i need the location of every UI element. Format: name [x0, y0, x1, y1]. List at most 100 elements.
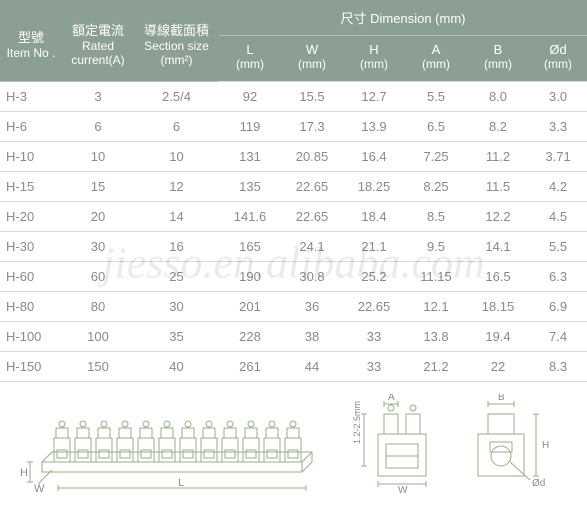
cell-d: 8.3	[529, 352, 587, 382]
cell-item: H-6	[0, 112, 62, 142]
hdr-L: L(mm)	[219, 36, 281, 82]
cell-L: 131	[219, 142, 281, 172]
cell-section: 10	[134, 142, 219, 172]
cell-H: 16.4	[343, 142, 405, 172]
cell-A: 5.5	[405, 82, 467, 112]
hdr-H: H(mm)	[343, 36, 405, 82]
cell-item: H-15	[0, 172, 62, 202]
cell-L: 165	[219, 232, 281, 262]
cell-L: 135	[219, 172, 281, 202]
cell-H: 18.25	[343, 172, 405, 202]
cell-B: 18.15	[467, 292, 529, 322]
cell-section: 2.5/4	[134, 82, 219, 112]
cell-W: 38	[281, 322, 343, 352]
cell-section: 30	[134, 292, 219, 322]
cell-section: 40	[134, 352, 219, 382]
cell-H: 33	[343, 352, 405, 382]
cell-item: H-60	[0, 262, 62, 292]
cell-L: 141.6	[219, 202, 281, 232]
cell-A: 8.25	[405, 172, 467, 202]
cell-H: 33	[343, 322, 405, 352]
cell-B: 14.1	[467, 232, 529, 262]
cell-section: 16	[134, 232, 219, 262]
table-row: H-202014141.622.6518.48.512.24.5	[0, 202, 587, 232]
cell-section: 12	[134, 172, 219, 202]
cell-B: 19.4	[467, 322, 529, 352]
hdr-section: 導線截面積 Section size (mm²)	[134, 0, 219, 82]
table-row: H-15151213522.6518.258.2511.54.2	[0, 172, 587, 202]
cell-B: 22	[467, 352, 529, 382]
hdr-B: B(mm)	[467, 36, 529, 82]
label-d: Ød	[532, 478, 545, 489]
hdr-dimensions: 尺寸 Dimension (mm)	[219, 0, 587, 36]
cell-item: H-3	[0, 82, 62, 112]
cell-A: 8.5	[405, 202, 467, 232]
cell-H: 12.7	[343, 82, 405, 112]
cell-rated: 6	[62, 112, 134, 142]
cell-L: 119	[219, 112, 281, 142]
hdr-d: Ød(mm)	[529, 36, 587, 82]
diagram-isometric: H W L	[12, 394, 332, 494]
table-row: H-60602519030.825.211.1516.56.3	[0, 262, 587, 292]
cell-item: H-20	[0, 202, 62, 232]
cell-d: 4.2	[529, 172, 587, 202]
cell-A: 12.1	[405, 292, 467, 322]
cell-W: 24.1	[281, 232, 343, 262]
cell-B: 8.2	[467, 112, 529, 142]
cell-rated: 30	[62, 232, 134, 262]
cell-d: 4.5	[529, 202, 587, 232]
cell-L: 261	[219, 352, 281, 382]
cell-W: 22.65	[281, 202, 343, 232]
cell-section: 6	[134, 112, 219, 142]
cell-d: 3.0	[529, 82, 587, 112]
label-H: H	[20, 467, 28, 479]
table-row: H-8080302013622.6512.118.156.9	[0, 292, 587, 322]
table-row: H-66611917.313.96.58.23.3	[0, 112, 587, 142]
cell-item: H-30	[0, 232, 62, 262]
table-row: H-10101013120.8516.47.2511.23.71	[0, 142, 587, 172]
cell-H: 13.9	[343, 112, 405, 142]
hdr-W: W(mm)	[281, 36, 343, 82]
diagram-section: A B H W Ød 1.2-2.5mm	[350, 394, 560, 494]
cell-d: 6.3	[529, 262, 587, 292]
cell-W: 22.65	[281, 172, 343, 202]
label-B: B	[498, 394, 505, 403]
table-row: H-332.5/49215.512.75.58.03.0	[0, 82, 587, 112]
cell-W: 17.3	[281, 112, 343, 142]
cell-W: 30.8	[281, 262, 343, 292]
cell-A: 9.5	[405, 232, 467, 262]
diagrams: H W L	[0, 382, 587, 494]
cell-A: 7.25	[405, 142, 467, 172]
label-H2: H	[542, 440, 549, 451]
table-row: H-30301616524.121.19.514.15.5	[0, 232, 587, 262]
cell-section: 25	[134, 262, 219, 292]
cell-L: 201	[219, 292, 281, 322]
cell-A: 11.15	[405, 262, 467, 292]
cell-H: 22.65	[343, 292, 405, 322]
cell-H: 21.1	[343, 232, 405, 262]
cell-A: 6.5	[405, 112, 467, 142]
cell-rated: 10	[62, 142, 134, 172]
cell-rated: 80	[62, 292, 134, 322]
cell-B: 12.2	[467, 202, 529, 232]
cell-d: 7.4	[529, 322, 587, 352]
cell-A: 13.8	[405, 322, 467, 352]
cell-rated: 20	[62, 202, 134, 232]
cell-d: 3.3	[529, 112, 587, 142]
cell-section: 35	[134, 322, 219, 352]
hdr-A: A(mm)	[405, 36, 467, 82]
cell-item: H-80	[0, 292, 62, 322]
cell-rated: 15	[62, 172, 134, 202]
table-row: H-10010035228383313.819.47.4	[0, 322, 587, 352]
cell-H: 25.2	[343, 262, 405, 292]
table-row: H-15015040261443321.2228.3	[0, 352, 587, 382]
hdr-rated: 額定電流 Rated current(A)	[62, 0, 134, 82]
cell-B: 11.5	[467, 172, 529, 202]
cell-H: 18.4	[343, 202, 405, 232]
label-W2: W	[398, 485, 408, 494]
cell-B: 8.0	[467, 82, 529, 112]
cell-d: 5.5	[529, 232, 587, 262]
cell-rated: 150	[62, 352, 134, 382]
cell-d: 6.9	[529, 292, 587, 322]
cell-W: 15.5	[281, 82, 343, 112]
